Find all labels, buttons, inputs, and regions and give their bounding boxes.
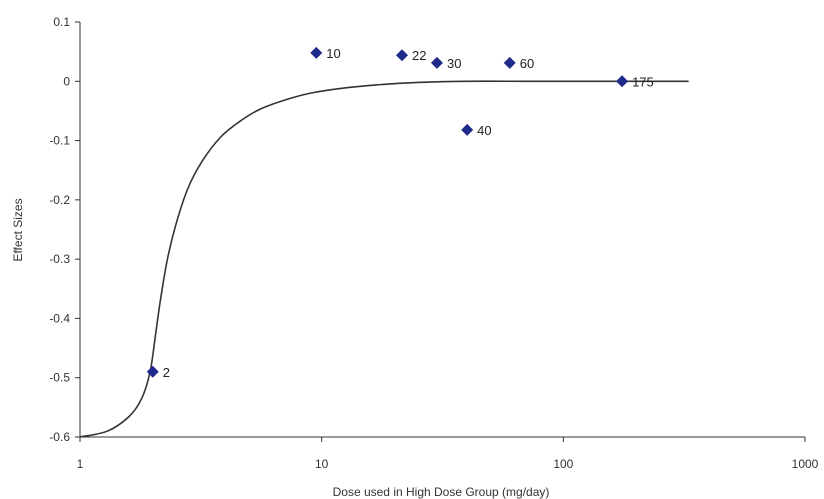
x-axis-title: Dose used in High Dose Group (mg/day) xyxy=(333,485,550,499)
y-tick-label: -0.1 xyxy=(49,134,70,148)
y-tick-label: -0.2 xyxy=(49,193,70,207)
data-point-label: 22 xyxy=(412,48,426,63)
data-point-marker xyxy=(616,75,629,88)
y-tick-label: 0 xyxy=(63,74,70,88)
x-tick-label: 100 xyxy=(553,457,573,471)
y-tick-label: -0.6 xyxy=(49,430,70,444)
data-point-label: 2 xyxy=(163,365,170,380)
data-point-marker xyxy=(503,56,516,69)
data-point-label: 40 xyxy=(477,123,491,138)
data-point-label: 10 xyxy=(326,46,340,61)
data-point-marker xyxy=(461,123,474,136)
data-point-marker xyxy=(146,365,159,378)
x-tick-label: 1000 xyxy=(792,457,819,471)
x-tick-label: 10 xyxy=(315,457,329,471)
data-point-marker xyxy=(430,56,443,69)
data-point-label: 175 xyxy=(632,74,654,89)
y-tick-label: 0.1 xyxy=(53,15,70,29)
fit-curve xyxy=(79,80,689,438)
data-points-layer: 2 10 22 30 40 60 175 xyxy=(146,46,654,380)
y-axis-title: Effect Sizes xyxy=(11,198,25,261)
data-point-marker xyxy=(396,49,409,62)
data-point-label: 60 xyxy=(520,56,534,71)
y-tick-label: -0.5 xyxy=(49,371,70,385)
y-tick-label: -0.3 xyxy=(49,252,70,266)
axes: 0.1 0 -0.1 -0.2 -0.3 -0.4 -0.5 -0.6 1 10 100 1000 xyxy=(49,15,818,471)
data-point-marker xyxy=(310,46,323,59)
y-tick-label: -0.4 xyxy=(49,311,70,325)
fit-curve-layer xyxy=(79,80,689,438)
data-point-label: 30 xyxy=(447,56,461,71)
x-tick-label: 1 xyxy=(77,457,84,471)
